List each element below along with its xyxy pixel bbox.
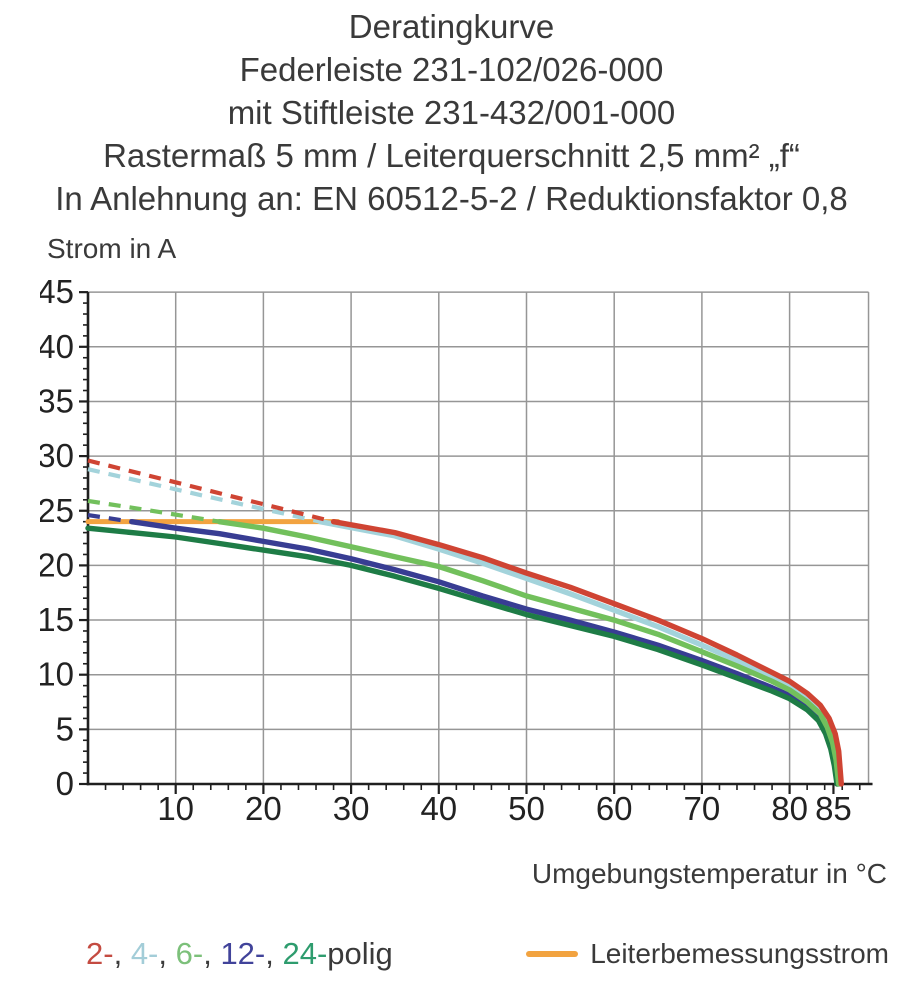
chart-title-line-5: In Anlehnung an: EN 60512-5-2 / Reduktio…	[55, 180, 848, 217]
x-tick-label: 40	[420, 790, 457, 827]
y-tick-label: 25	[40, 492, 74, 529]
legend-poles-6: 6-	[175, 936, 204, 971]
legend-separator: ,	[158, 936, 176, 971]
legend-poles-4: 4-	[130, 936, 159, 971]
x-tick-label: 30	[333, 790, 370, 827]
chart-title-line-3: mit Stiftleiste 231-432/001-000	[227, 94, 676, 131]
y-tick-label: 20	[40, 546, 74, 583]
y-tick-label: 15	[40, 601, 74, 638]
derating-chart: 0 5 10 15 20 25 30 35 40 45 10 20 30 40 50 60 70 80 85	[40, 273, 873, 827]
poles-legend: 2-, 4-, 6-, 12-, 24-polig	[86, 936, 393, 972]
legend-poles-2: 2-	[86, 936, 114, 971]
y-tick-label: 40	[40, 328, 74, 365]
x-tick-label: 10	[157, 790, 194, 827]
x-tick-label: 80	[771, 790, 808, 827]
y-tick-label: 45	[40, 273, 74, 310]
legend-separator: ,	[113, 936, 131, 971]
legend-poles-12: 12-	[220, 936, 266, 971]
y-tick-label: 10	[40, 656, 74, 693]
curve-6-polig	[216, 519, 842, 787]
x-tick-label: 20	[245, 790, 282, 827]
y-axis-title: Strom in A	[47, 233, 177, 264]
curve-4-polig-dashed	[87, 467, 321, 524]
rated-current-line-swatch	[526, 951, 579, 957]
legend-poles-suffix: polig	[327, 936, 393, 971]
x-tick-label: 50	[508, 790, 545, 827]
curve-6-polig-dashed	[87, 498, 220, 524]
chart-title-line-2: Federleiste 231-102/026-000	[239, 51, 664, 88]
chart-title-line-4: Rastermaß 5 mm / Leiterquerschnitt 2,5 m…	[103, 137, 800, 174]
x-axis-title: Umgebungstemperatur in °C	[531, 858, 887, 889]
x-tick-label: 85	[815, 790, 852, 827]
legend-separator: ,	[265, 936, 283, 971]
y-tick-label: 5	[56, 710, 74, 747]
curve-2-polig	[330, 519, 844, 787]
y-tick-label: 35	[40, 382, 74, 419]
legend-poles-24: 24-	[282, 936, 328, 971]
x-tick-label: 60	[596, 790, 633, 827]
rated-current-legend: Leiterbemessungsstrom	[526, 938, 889, 970]
legend-separator: ,	[203, 936, 221, 971]
curve-2-polig-dashed	[87, 458, 335, 524]
curve-12-polig-dashed	[87, 513, 133, 524]
y-tick-label: 0	[56, 765, 74, 802]
chart-title-line-1: Deratingkurve	[348, 8, 555, 45]
curve-4-polig	[317, 519, 843, 787]
rated-current-label: Leiterbemessungsstrom	[590, 938, 889, 969]
y-tick-label: 30	[40, 437, 74, 474]
curve-24-polig	[85, 525, 840, 787]
chart-title-block: Deratingkurve Federleiste 231-102/026-00…	[0, 5, 903, 220]
x-tick-label: 70	[684, 790, 721, 827]
